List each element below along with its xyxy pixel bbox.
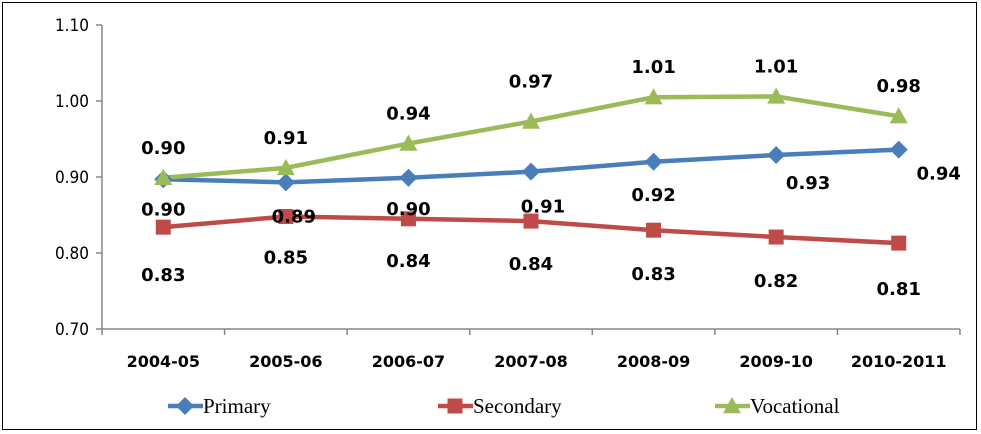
secondary-data-label: 0.83 [141, 265, 185, 286]
x-tick-label: 2007-08 [494, 352, 567, 371]
vocational-point [399, 134, 418, 151]
secondary-data-label: 0.83 [631, 264, 675, 285]
x-tick-label: 2010-2011 [851, 352, 947, 371]
secondary-legend-marker [447, 398, 463, 414]
vocational-point [522, 112, 540, 129]
primary-data-label: 0.93 [786, 173, 830, 194]
secondary-point [278, 209, 294, 225]
x-tick-label: 2004-05 [127, 352, 200, 371]
vocational-point [644, 88, 663, 105]
primary-point [399, 168, 418, 187]
primary-data-label: 0.94 [917, 164, 961, 185]
secondary-data-label: 0.84 [509, 254, 553, 275]
vocational-point [276, 158, 295, 176]
vocational-point [154, 168, 173, 185]
secondary-data-label: 0.85 [264, 248, 308, 269]
y-tick-label: 0.90 [55, 168, 89, 188]
primary-data-label: 0.91 [521, 197, 565, 218]
y-tick-label: 1.10 [55, 16, 89, 36]
primary-point [644, 152, 663, 171]
x-tick-label: 2008-09 [617, 352, 690, 371]
primary-point [767, 145, 786, 164]
vocational-data-label: 0.97 [509, 72, 553, 93]
secondary-point [155, 219, 171, 235]
vocational-data-label: 0.90 [141, 138, 185, 159]
y-axis-ticks: 0.70 0.80 0.90 1.00 1.10 [55, 16, 102, 340]
vocational-point [767, 87, 786, 104]
legend: Primary Secondary Vocational [168, 394, 840, 418]
secondary-data-label: 0.84 [386, 251, 430, 272]
y-tick-label: 1.00 [55, 92, 89, 112]
y-tick-label: 0.80 [55, 244, 89, 264]
secondary-point [768, 229, 784, 245]
secondary-point [646, 222, 662, 238]
secondary-point [400, 211, 416, 227]
vocational-data-label: 0.94 [386, 104, 430, 125]
data-labels: 0.90 0.89 0.90 0.91 0.92 0.93 0.94 0.83 0.85 0.84… [141, 56, 961, 300]
primary-point [276, 173, 295, 192]
primary-legend-marker [176, 397, 194, 415]
primary-data-label: 0.92 [631, 185, 675, 206]
vocational-data-label: 1.01 [754, 56, 798, 77]
secondary-point [523, 213, 539, 229]
series-layer [154, 87, 908, 251]
vocational-legend-label: Vocational [750, 394, 840, 418]
x-tick-label: 2009-10 [739, 352, 812, 371]
vocational-data-label: 0.98 [877, 76, 921, 97]
y-tick-label: 0.70 [55, 320, 89, 340]
secondary-data-label: 0.81 [877, 279, 921, 300]
vocational-data-label: 0.91 [264, 128, 308, 149]
vocational-data-label: 1.01 [631, 57, 675, 78]
secondary-point [891, 235, 907, 251]
vocational-point [889, 107, 908, 124]
primary-data-label: 0.89 [272, 206, 316, 227]
x-axis-ticks: 2004-05 2005-06 2006-07 2007-08 2008-09 2009-… [101, 329, 961, 371]
primary-point [889, 140, 908, 159]
secondary-data-label: 0.82 [754, 271, 798, 292]
primary-data-label: 0.90 [386, 199, 430, 220]
primary-data-label: 0.90 [141, 199, 185, 220]
x-tick-label: 2005-06 [249, 352, 322, 371]
primary-point [522, 162, 540, 181]
primary-legend-label: Primary [203, 394, 271, 418]
vocational-legend-marker [723, 397, 741, 414]
x-tick-label: 2006-07 [372, 352, 445, 371]
secondary-legend-label: Secondary [473, 394, 562, 418]
